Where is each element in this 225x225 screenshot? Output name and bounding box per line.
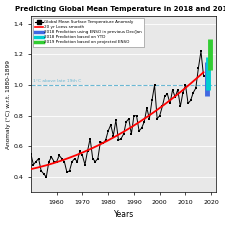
Legend: Global Mean Surface Temperature Anomaly, 20 yr Loess smooth, 2018 Prediction usi: Global Mean Surface Temperature Anomaly,… <box>33 18 144 47</box>
Text: 1°C above late 19th C: 1°C above late 19th C <box>34 79 82 83</box>
X-axis label: Years: Years <box>113 210 134 219</box>
Y-axis label: Anomaly (°C) w.r.t. 1880-1899: Anomaly (°C) w.r.t. 1880-1899 <box>6 60 11 149</box>
Title: Predicting Global Mean Temperature in 2018 and 2019: Predicting Global Mean Temperature in 20… <box>15 6 225 11</box>
